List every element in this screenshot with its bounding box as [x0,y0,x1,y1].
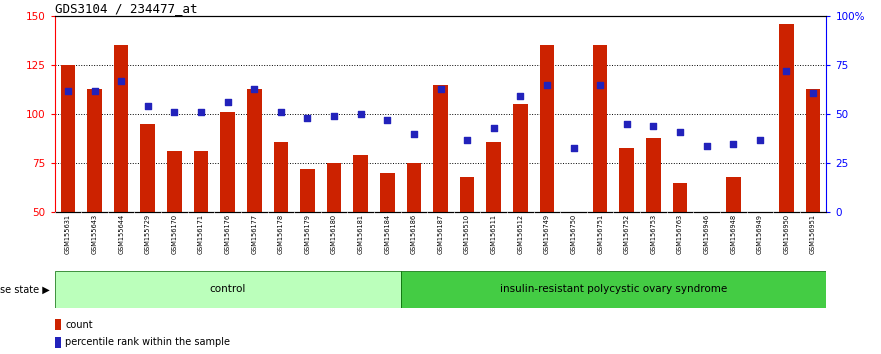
Bar [140,124,155,212]
Text: GSM155631: GSM155631 [65,214,71,254]
Text: GSM156181: GSM156181 [358,214,364,254]
Text: GSM156753: GSM156753 [650,214,656,254]
Text: GSM155644: GSM155644 [118,214,124,255]
Bar [593,45,608,212]
Bar [433,85,448,212]
Point [220,99,234,105]
Point [274,109,288,115]
Point [673,129,687,135]
Text: GSM156749: GSM156749 [544,214,550,254]
Text: GSM156177: GSM156177 [251,214,257,254]
Point [780,68,794,74]
Bar [353,155,368,212]
Text: GSM156750: GSM156750 [571,214,576,255]
Point [806,90,820,95]
Bar [401,271,826,308]
Point [248,86,262,91]
Point [433,86,448,91]
Text: GSM156512: GSM156512 [517,214,523,254]
Text: disease state ▶: disease state ▶ [0,284,50,295]
Point [167,109,181,115]
Text: GSM155643: GSM155643 [92,214,98,254]
Point [327,113,341,119]
Point [593,82,607,87]
Bar [380,173,395,212]
Bar [779,24,794,212]
Text: GSM156176: GSM156176 [225,214,231,254]
Bar [460,177,475,212]
Text: GSM156187: GSM156187 [438,214,443,254]
Bar [61,65,75,212]
Bar [327,163,341,212]
Bar [300,169,315,212]
Bar [673,183,687,212]
Text: GSM156171: GSM156171 [198,214,204,254]
Point [300,115,315,121]
Point [514,94,528,99]
Text: GSM156170: GSM156170 [172,214,177,254]
Text: GSM156184: GSM156184 [384,214,390,254]
Bar [752,212,767,267]
Point [460,137,474,143]
Text: GSM156948: GSM156948 [730,214,737,254]
Point [353,111,367,117]
Point [381,117,395,123]
Point [194,109,208,115]
Text: GSM156186: GSM156186 [411,214,417,254]
Bar [513,104,528,212]
Text: GDS3104 / 234477_at: GDS3104 / 234477_at [55,2,197,15]
Bar [726,177,741,212]
Text: insulin-resistant polycystic ovary syndrome: insulin-resistant polycystic ovary syndr… [500,284,727,295]
Bar [540,45,554,212]
Text: count: count [65,320,93,330]
Text: GSM156511: GSM156511 [491,214,497,254]
Text: GSM156951: GSM156951 [810,214,816,254]
Point [726,141,740,147]
Bar [167,152,181,212]
Point [647,123,661,129]
Bar [220,112,235,212]
Text: control: control [210,284,246,295]
Point [87,88,101,93]
Bar [273,142,288,212]
Point [61,88,75,93]
Point [141,103,155,109]
Point [700,143,714,148]
Point [752,137,766,143]
Point [540,82,554,87]
Text: GSM156751: GSM156751 [597,214,603,254]
Bar [55,271,401,308]
Text: GSM155729: GSM155729 [144,214,151,254]
Bar [194,152,208,212]
Bar [700,212,714,267]
Bar [114,45,129,212]
Bar [486,142,501,212]
Bar [87,88,102,212]
Text: GSM156752: GSM156752 [624,214,630,255]
Text: GSM156946: GSM156946 [704,214,709,254]
Bar [247,88,262,212]
Bar [55,337,62,348]
Point [566,145,581,150]
Text: GSM156763: GSM156763 [677,214,683,254]
Text: GSM156949: GSM156949 [757,214,763,254]
Bar [566,212,581,275]
Text: GSM156179: GSM156179 [305,214,310,254]
Bar [619,148,634,212]
Point [115,78,129,84]
Text: GSM156178: GSM156178 [278,214,284,254]
Bar [55,319,62,330]
Text: percentile rank within the sample: percentile rank within the sample [65,337,231,347]
Text: GSM156180: GSM156180 [331,214,337,254]
Bar [646,138,661,212]
Point [407,131,421,137]
Point [619,121,633,127]
Point [486,125,500,131]
Bar [806,88,820,212]
Text: GSM156950: GSM156950 [783,214,789,254]
Bar [406,163,421,212]
Text: GSM156510: GSM156510 [464,214,470,254]
